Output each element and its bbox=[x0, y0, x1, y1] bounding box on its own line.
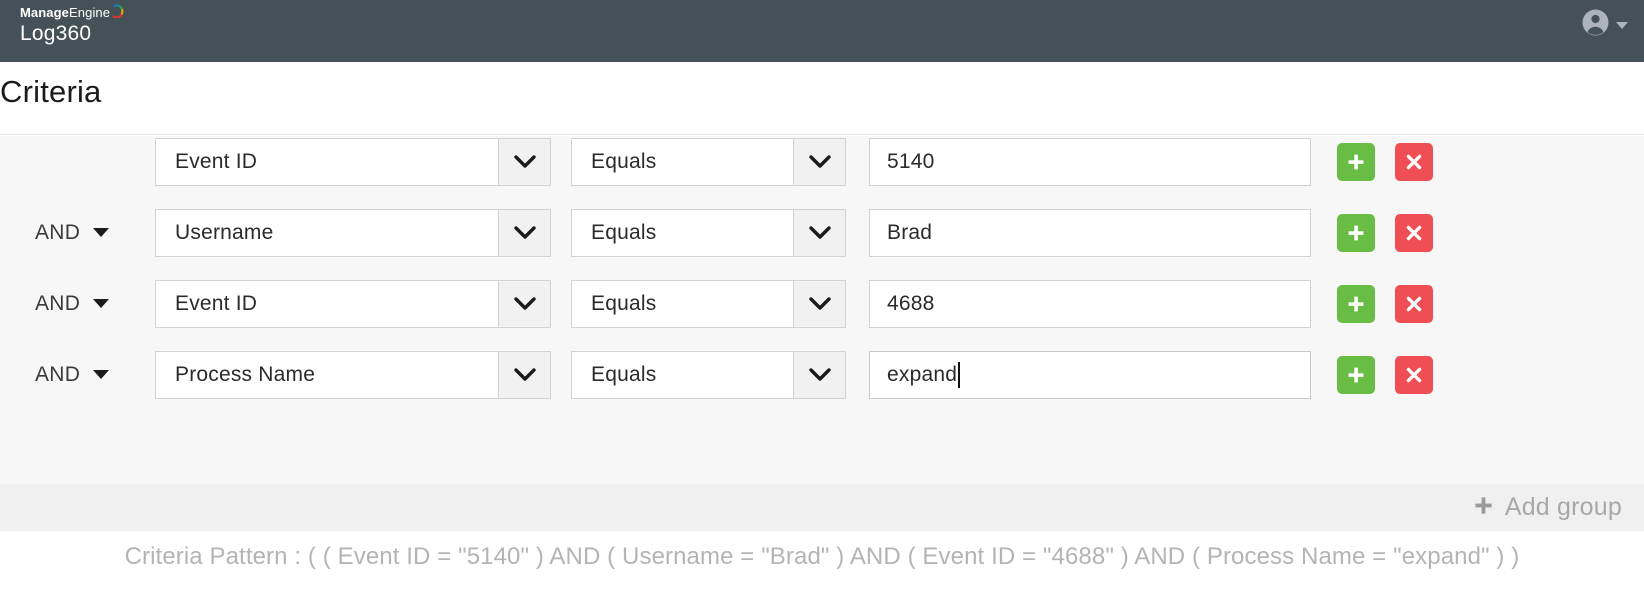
field-select[interactable]: Event ID bbox=[155, 137, 551, 186]
brand-engine-text: Engine bbox=[69, 4, 111, 20]
value-input[interactable]: 4688 bbox=[869, 279, 1311, 328]
operator-select[interactable]: Equals bbox=[571, 208, 846, 257]
operator-select-value: Equals bbox=[591, 220, 657, 244]
chevron-down-icon[interactable] bbox=[793, 209, 845, 256]
add-criteria-button[interactable] bbox=[1337, 284, 1375, 323]
criteria-row: AND Event ID Equals 4688 bbox=[0, 268, 1644, 339]
text-cursor bbox=[958, 361, 961, 388]
field-select-value: Username bbox=[175, 220, 274, 244]
chevron-down-icon[interactable] bbox=[498, 280, 550, 327]
row-actions bbox=[1337, 213, 1433, 252]
value-input-text: Brad bbox=[887, 220, 933, 244]
conjunction-select[interactable]: AND bbox=[35, 220, 110, 245]
field-select-value: Event ID bbox=[175, 291, 258, 315]
manageengine-wordmark: Manage Engine bbox=[20, 4, 124, 20]
chevron-down-icon[interactable] bbox=[498, 351, 550, 398]
conjunction-cell: AND bbox=[0, 292, 155, 316]
brand-manage-text: Manage bbox=[20, 4, 70, 20]
app-header: Manage Engine Log360 bbox=[0, 0, 1644, 62]
field-select[interactable]: Process Name bbox=[155, 350, 551, 399]
conjunction-select[interactable]: AND bbox=[35, 291, 110, 316]
conjunction-label: AND bbox=[35, 220, 81, 244]
manageengine-swoosh-icon bbox=[111, 4, 124, 19]
conjunction-cell: AND bbox=[0, 363, 155, 387]
criteria-row: AND Process Name Equals expand bbox=[0, 339, 1644, 410]
criteria-footer: Add group bbox=[0, 484, 1644, 531]
conjunction-select[interactable]: AND bbox=[35, 362, 110, 387]
value-input[interactable]: Brad bbox=[869, 208, 1311, 257]
page-title: Criteria bbox=[0, 74, 102, 109]
field-select-value: Event ID bbox=[175, 149, 258, 173]
criteria-pattern-bar: Criteria Pattern : ( ( Event ID = "5140"… bbox=[0, 531, 1644, 610]
row-actions bbox=[1337, 142, 1433, 181]
field-select-value: Process Name bbox=[175, 362, 316, 386]
add-group-button[interactable]: Add group bbox=[1473, 493, 1622, 522]
operator-select[interactable]: Equals bbox=[571, 137, 846, 186]
chevron-down-icon[interactable] bbox=[793, 280, 845, 327]
row-actions bbox=[1337, 284, 1433, 323]
chevron-down-icon[interactable] bbox=[93, 228, 110, 237]
criteria-row: AND Username Equals Brad bbox=[0, 197, 1644, 268]
criteria-row: Event ID Equals 5140 bbox=[0, 126, 1644, 197]
criteria-row-list: Event ID Equals 5140 AND Username Equals Brad A… bbox=[0, 136, 1644, 410]
delete-criteria-button[interactable] bbox=[1395, 213, 1433, 252]
chevron-down-icon[interactable] bbox=[1616, 21, 1628, 29]
operator-select[interactable]: Equals bbox=[571, 279, 846, 328]
chevron-down-icon[interactable] bbox=[93, 370, 110, 379]
add-criteria-button[interactable] bbox=[1337, 355, 1375, 394]
criteria-panel: Event ID Equals 5140 AND Username Equals Brad A… bbox=[0, 136, 1644, 484]
chevron-down-icon[interactable] bbox=[793, 351, 845, 398]
conjunction-label: AND bbox=[35, 291, 81, 315]
product-name: Log360 bbox=[20, 22, 92, 45]
chevron-down-icon[interactable] bbox=[498, 138, 550, 185]
value-input-text: expand bbox=[887, 362, 958, 386]
row-actions bbox=[1337, 355, 1433, 394]
user-menu[interactable] bbox=[1582, 9, 1628, 41]
field-select[interactable]: Event ID bbox=[155, 279, 551, 328]
operator-select[interactable]: Equals bbox=[571, 350, 846, 399]
operator-select-value: Equals bbox=[591, 149, 657, 173]
criteria-pattern-text: Criteria Pattern : ( ( Event ID = "5140"… bbox=[124, 543, 1520, 570]
value-input[interactable]: 5140 bbox=[869, 137, 1311, 186]
delete-criteria-button[interactable] bbox=[1395, 284, 1433, 323]
delete-criteria-button[interactable] bbox=[1395, 355, 1433, 394]
value-input[interactable]: expand bbox=[869, 350, 1311, 399]
chevron-down-icon[interactable] bbox=[498, 209, 550, 256]
delete-criteria-button[interactable] bbox=[1395, 142, 1433, 181]
operator-select-value: Equals bbox=[591, 291, 657, 315]
conjunction-cell: AND bbox=[0, 221, 155, 245]
conjunction-label: AND bbox=[35, 362, 81, 386]
chevron-down-icon[interactable] bbox=[793, 138, 845, 185]
page-title-bar: Criteria bbox=[0, 62, 1644, 135]
plus-icon bbox=[1473, 495, 1494, 521]
value-input-text: 5140 bbox=[887, 149, 935, 173]
user-circle-icon[interactable] bbox=[1582, 9, 1609, 41]
brand-logo: Manage Engine Log360 bbox=[20, 4, 124, 45]
add-group-label: Add group bbox=[1504, 493, 1622, 521]
add-criteria-button[interactable] bbox=[1337, 142, 1375, 181]
value-input-text: 4688 bbox=[887, 291, 935, 315]
chevron-down-icon[interactable] bbox=[93, 299, 110, 308]
add-criteria-button[interactable] bbox=[1337, 213, 1375, 252]
field-select[interactable]: Username bbox=[155, 208, 551, 257]
operator-select-value: Equals bbox=[591, 362, 657, 386]
